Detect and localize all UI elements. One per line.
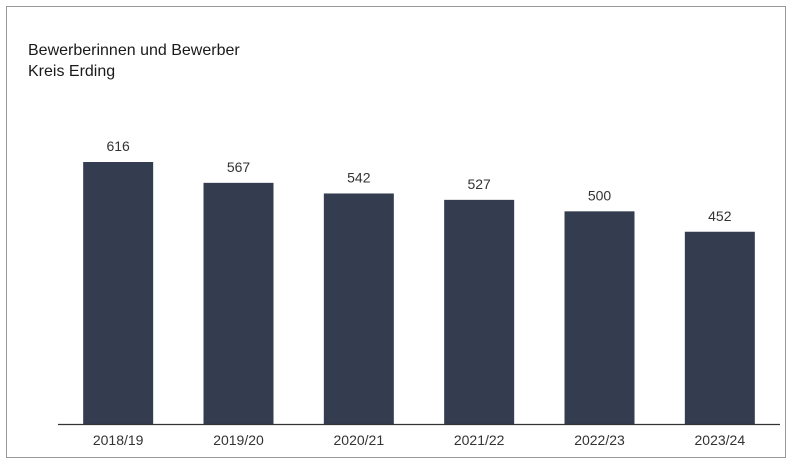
- x-tick-label-2022/23: 2022/23: [574, 432, 625, 448]
- x-tick-label-2023/24: 2023/24: [695, 432, 746, 448]
- chart-title-line-2: Kreis Erding: [28, 63, 116, 80]
- value-label-2020/21: 542: [347, 169, 371, 185]
- bar-2021/22: [444, 199, 515, 424]
- value-label-2023/24: 452: [708, 208, 732, 224]
- bar-2023/24: [684, 231, 755, 424]
- chart-title-line-1: Bewerberinnen und Bewerber: [28, 42, 240, 59]
- x-tick-label-2018/19: 2018/19: [93, 432, 144, 448]
- x-tick-label-2021/22: 2021/22: [454, 432, 505, 448]
- bar-2022/23: [564, 211, 635, 424]
- x-tick-label-2020/21: 2020/21: [334, 432, 385, 448]
- value-label-2022/23: 500: [588, 187, 612, 203]
- bar-2020/21: [323, 193, 394, 424]
- value-label-2019/20: 567: [227, 159, 251, 175]
- x-tick-label-2019/20: 2019/20: [213, 432, 264, 448]
- bar-2018/19: [83, 162, 154, 424]
- value-label-2018/19: 616: [106, 138, 130, 154]
- value-label-2021/22: 527: [467, 176, 491, 192]
- bar-2019/20: [203, 182, 274, 424]
